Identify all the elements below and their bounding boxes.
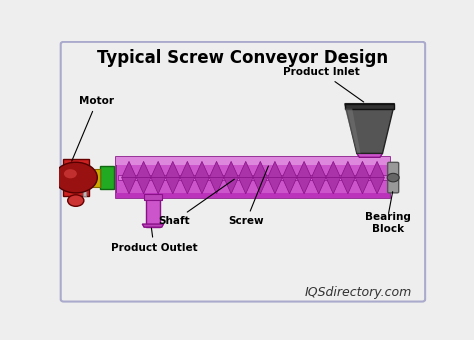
Polygon shape [224,162,238,177]
Polygon shape [297,177,311,194]
Polygon shape [180,177,195,194]
Polygon shape [209,162,224,177]
Polygon shape [370,177,384,194]
Polygon shape [151,162,165,177]
Bar [63,159,89,196]
Circle shape [68,195,84,206]
Bar [83,186,86,196]
Text: Bearing
Block: Bearing Block [365,211,411,234]
Polygon shape [238,177,253,194]
Polygon shape [311,177,326,194]
Polygon shape [253,177,268,194]
Text: Typical Screw Conveyor Design: Typical Screw Conveyor Design [97,49,389,67]
Circle shape [64,169,77,178]
Polygon shape [137,177,151,194]
Polygon shape [345,108,360,153]
Polygon shape [357,153,383,157]
Bar [116,157,390,198]
Text: Product Outlet: Product Outlet [110,228,197,253]
Bar [146,198,160,227]
Polygon shape [345,104,394,108]
Polygon shape [165,177,180,194]
FancyBboxPatch shape [388,162,399,193]
Polygon shape [142,224,164,227]
Polygon shape [355,177,370,194]
Polygon shape [370,162,384,177]
Bar [118,175,388,181]
Polygon shape [345,104,394,153]
Polygon shape [137,162,151,177]
Polygon shape [341,177,355,194]
Polygon shape [151,177,165,194]
Bar [116,157,390,165]
Polygon shape [209,177,224,194]
Text: Motor: Motor [72,96,114,161]
Polygon shape [195,177,209,194]
Polygon shape [297,162,311,177]
Polygon shape [268,177,282,194]
Text: Shaft: Shaft [158,179,234,226]
Bar [116,193,390,198]
Bar [89,169,100,187]
Polygon shape [268,162,282,177]
Text: Screw: Screw [228,166,268,226]
Polygon shape [195,162,209,177]
Polygon shape [180,162,195,177]
FancyBboxPatch shape [61,42,425,302]
Polygon shape [122,162,137,177]
Polygon shape [253,162,268,177]
Polygon shape [326,177,341,194]
Circle shape [54,162,97,193]
Text: IQSdirectory.com: IQSdirectory.com [305,286,412,299]
Polygon shape [224,177,238,194]
Polygon shape [165,162,180,177]
Bar [100,166,114,189]
Bar [144,194,162,201]
Polygon shape [311,162,326,177]
Polygon shape [238,162,253,177]
Polygon shape [282,162,297,177]
Polygon shape [355,162,370,177]
Polygon shape [326,162,341,177]
Text: Product Inlet: Product Inlet [283,67,364,102]
Polygon shape [341,162,355,177]
Polygon shape [122,177,137,194]
Circle shape [387,173,399,182]
Polygon shape [282,177,297,194]
